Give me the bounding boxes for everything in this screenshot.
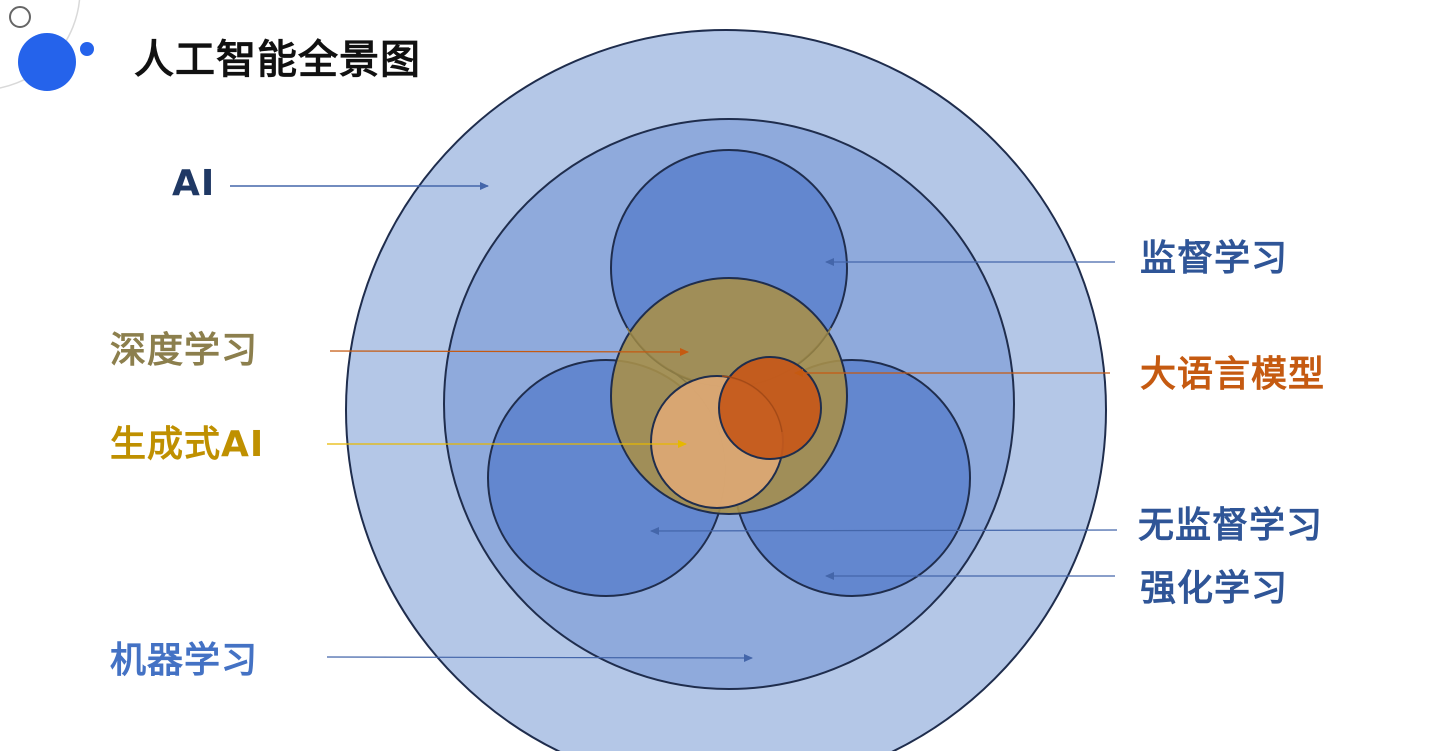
small-ring-decoration bbox=[9, 6, 31, 28]
large-language-model-circle bbox=[718, 356, 822, 460]
unsupervised-learning-label: 无监督学习 bbox=[1138, 505, 1324, 546]
supervised-learning-label: 监督学习 bbox=[1140, 238, 1289, 279]
generative-ai-label: 生成式AI bbox=[110, 424, 265, 465]
large-blue-dot-decoration bbox=[18, 33, 76, 91]
generative-ai-outline-through-llm bbox=[721, 375, 783, 433]
machine-learning-pointer-line bbox=[326, 653, 753, 662]
page-title: 人工智能全景图 bbox=[134, 37, 421, 83]
large-language-model-label: 大语言模型 bbox=[1140, 354, 1326, 395]
deep-learning-label: 深度学习 bbox=[110, 330, 259, 371]
reinforcement-learning-label: 强化学习 bbox=[1140, 568, 1289, 609]
small-blue-dot-decoration bbox=[80, 42, 94, 56]
ai-label: AI bbox=[172, 163, 216, 204]
machine-learning-label: 机器学习 bbox=[110, 640, 259, 681]
deep-learning-pointer-line bbox=[329, 347, 689, 356]
unsupervised-learning-pointer-line bbox=[650, 526, 1118, 535]
